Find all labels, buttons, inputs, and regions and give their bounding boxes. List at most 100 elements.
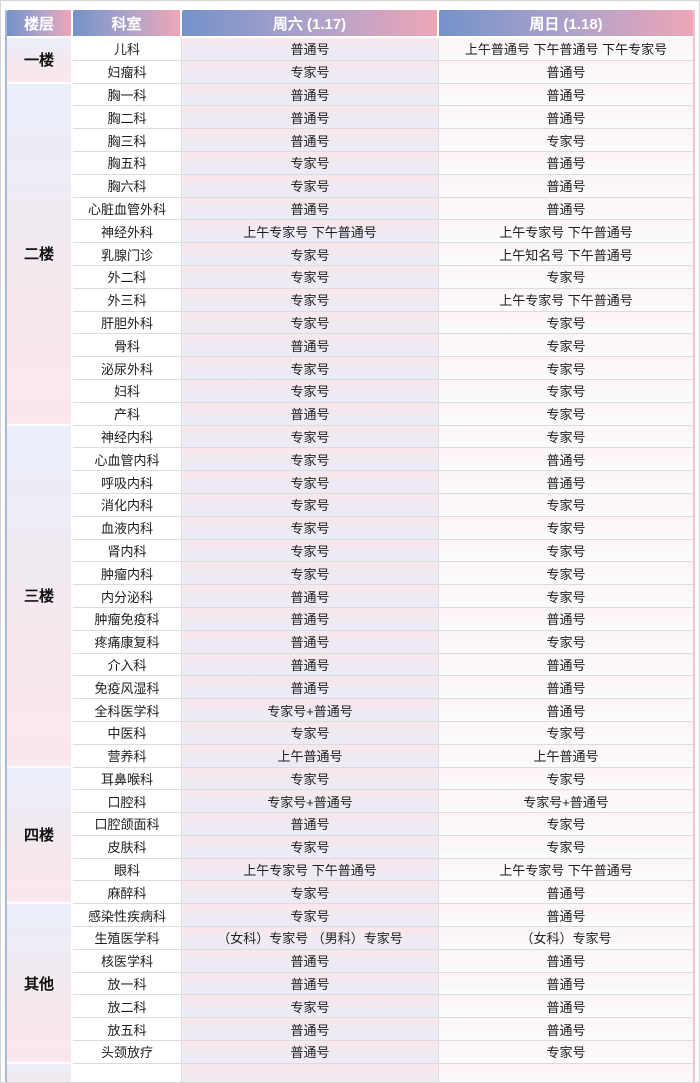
sunday-cell: （女科）专家号 xyxy=(439,927,693,950)
sunday-cell: 专家号+普通号 xyxy=(439,790,693,814)
table-row: 胸六科 专家号 普通号 xyxy=(7,174,693,198)
sunday-cell: 专家号 xyxy=(439,265,693,289)
department-cell: 神经外科 xyxy=(73,220,182,244)
floor-cell-empty xyxy=(7,1063,73,1082)
saturday-cell: 普通号 xyxy=(182,653,439,677)
department-cell: 妇科 xyxy=(73,379,182,403)
saturday-cell: 专家号 xyxy=(182,904,439,928)
floor-cell: 二楼 xyxy=(7,83,73,426)
table-row: 介入科 普通号 普通号 xyxy=(7,653,693,677)
saturday-cell: 普通号 xyxy=(182,607,439,631)
department-cell: 胸二科 xyxy=(73,106,182,130)
table-row: 眼科 上午专家号 下午普通号 上午专家号 下午普通号 xyxy=(7,858,693,882)
table-row: 胸二科 普通号 普通号 xyxy=(7,106,693,130)
saturday-cell: 专家号 xyxy=(182,379,439,403)
saturday-cell: 专家号 xyxy=(182,174,439,198)
sunday-cell: 普通号 xyxy=(439,904,693,928)
table-row: 血液内科 专家号 专家号 xyxy=(7,516,693,540)
saturday-cell: 上午专家号 下午普通号 xyxy=(182,858,439,882)
saturday-cell: 专家号 xyxy=(182,243,439,266)
saturday-cell: 专家号 xyxy=(182,265,439,289)
table-row: 消化内科 专家号 专家号 xyxy=(7,493,693,517)
saturday-cell: 普通号 xyxy=(182,129,439,152)
sunday-cell: 专家号 xyxy=(439,334,693,358)
saturday-cell: 专家号 xyxy=(182,493,439,517)
department-cell: 放一科 xyxy=(73,972,182,996)
sunday-cell: 专家号 xyxy=(439,835,693,859)
header-saturday: 周六 (1.17) xyxy=(182,10,439,38)
department-cell: 眼科 xyxy=(73,858,182,882)
table-row: 口腔颌面科 普通号 专家号 xyxy=(7,813,693,836)
sunday-cell: 普通号 xyxy=(439,607,693,631)
saturday-cell: 专家号 xyxy=(182,471,439,494)
table-row: 生殖医学科 （女科）专家号 （男科）专家号 （女科）专家号 xyxy=(7,927,693,950)
department-cell: 血液内科 xyxy=(73,516,182,540)
department-cell: 中医科 xyxy=(73,721,182,745)
table-row: 心血管内科 专家号 普通号 xyxy=(7,448,693,472)
sunday-cell: 上午普通号 下午普通号 下午专家号 xyxy=(439,38,693,61)
department-cell: 感染性疾病科 xyxy=(73,904,182,928)
table-row: 外三科 专家号 上午专家号 下午普通号 xyxy=(7,288,693,312)
department-cell: 骨科 xyxy=(73,334,182,358)
table-row: 泌尿外科 专家号 专家号 xyxy=(7,357,693,380)
schedule-table: 楼层 科室 周六 (1.17) 周日 (1.18) 一楼 儿科 普通号 上午普通号 下… xyxy=(7,10,693,1082)
table-row: 免疫风湿科 普通号 普通号 xyxy=(7,676,693,700)
saturday-cell: 上午普通号 xyxy=(182,744,439,768)
sunday-cell: 普通号 xyxy=(439,949,693,973)
department-cell: 放二科 xyxy=(73,995,182,1019)
table-row: 其他 感染性疾病科 专家号 普通号 xyxy=(7,904,693,1064)
department-cell: 肿瘤内科 xyxy=(73,562,182,586)
sunday-cell: 普通号 xyxy=(439,881,693,905)
saturday-cell: 普通号 xyxy=(182,106,439,130)
saturday-cell: 普通号 xyxy=(182,334,439,358)
table-row: 胸三科 普通号 专家号 xyxy=(7,129,693,152)
header-sunday: 周日 (1.18) xyxy=(439,10,693,38)
department-cell: 儿科 xyxy=(73,38,182,61)
dept-cell-empty xyxy=(73,1063,182,1082)
table-row: 口腔科 专家号+普通号 专家号+普通号 xyxy=(7,790,693,814)
department-cell: 胸三科 xyxy=(73,129,182,152)
department-cell: 产科 xyxy=(73,402,182,426)
saturday-cell: 专家号 xyxy=(182,288,439,312)
table-row: 胸五科 专家号 普通号 xyxy=(7,151,693,175)
sunday-cell: 专家号 xyxy=(439,813,693,836)
sunday-cell: 普通号 xyxy=(439,60,693,84)
table-row: 肿瘤内科 专家号 专家号 xyxy=(7,562,693,586)
department-cell: 胸六科 xyxy=(73,174,182,198)
table-row: 疼痛康复科 普通号 专家号 xyxy=(7,630,693,654)
saturday-cell: 普通号 xyxy=(182,676,439,700)
sunday-cell: 上午专家号 下午普通号 xyxy=(439,220,693,244)
table-row: 核医学科 普通号 普通号 xyxy=(7,949,693,973)
table-row: 神经外科 上午专家号 下午普通号 上午专家号 下午普通号 xyxy=(7,220,693,244)
saturday-cell: 专家号 xyxy=(182,357,439,380)
table-row: 妇瘤科 专家号 普通号 xyxy=(7,60,693,84)
table-row: 外二科 专家号 专家号 xyxy=(7,265,693,289)
saturday-cell: （女科）专家号 （男科）专家号 xyxy=(182,927,439,950)
department-cell: 外二科 xyxy=(73,265,182,289)
schedule-body: 一楼 儿科 普通号 上午普通号 下午普通号 下午专家号 妇瘤科 专家号 普通号 二楼 胸一科 普通… xyxy=(7,38,693,1082)
department-cell: 乳腺门诊 xyxy=(73,243,182,266)
table-row: 麻醉科 专家号 普通号 xyxy=(7,881,693,905)
sunday-cell: 普通号 xyxy=(439,106,693,130)
table-row: 皮肤科 专家号 专家号 xyxy=(7,835,693,859)
sunday-cell: 上午普通号 xyxy=(439,744,693,768)
table-row: 二楼 胸一科 普通号 普通号 xyxy=(7,83,693,426)
floor-cell: 其他 xyxy=(7,904,73,1064)
sunday-cell: 专家号 xyxy=(439,402,693,426)
table-row: 肝胆外科 专家号 专家号 xyxy=(7,311,693,335)
sunday-cell: 普通号 xyxy=(439,174,693,198)
sat-cell-empty xyxy=(182,1063,439,1082)
table-row: 产科 普通号 专家号 xyxy=(7,402,693,426)
sunday-cell: 普通号 xyxy=(439,197,693,221)
saturday-cell: 专家号 xyxy=(182,60,439,84)
table-row: 中医科 专家号 专家号 xyxy=(7,721,693,745)
saturday-cell: 上午专家号 下午普通号 xyxy=(182,220,439,244)
sunday-cell: 专家号 xyxy=(439,379,693,403)
floor-cell: 一楼 xyxy=(7,38,73,84)
table-row: 三楼 神经内科 专家号 专家号 xyxy=(7,425,693,768)
header-row: 楼层 科室 周六 (1.17) 周日 (1.18) xyxy=(7,10,693,38)
sunday-cell: 专家号 xyxy=(439,721,693,745)
table-row: 呼吸内科 专家号 普通号 xyxy=(7,471,693,494)
saturday-cell: 普通号 xyxy=(182,949,439,973)
saturday-cell: 专家号 xyxy=(182,995,439,1019)
